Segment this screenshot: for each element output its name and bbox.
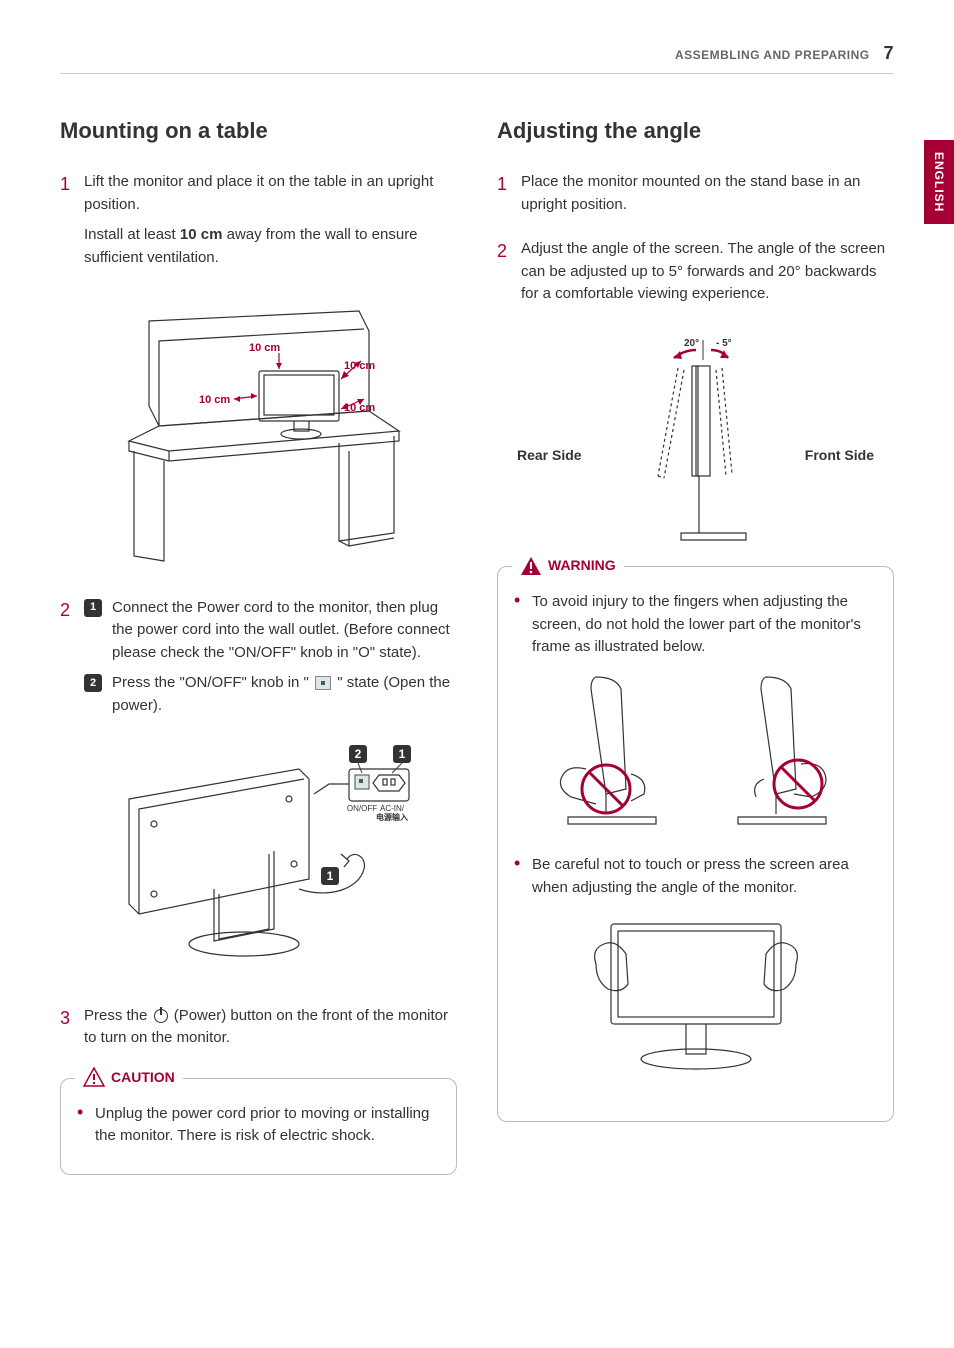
step-text: Lift the monitor and place it on the tab… <box>84 171 457 216</box>
switch-on-icon <box>315 676 331 690</box>
mounting-step-2: 2 1 Connect the Power cord to the monito… <box>60 597 457 726</box>
right-column: Adjusting the angle 1 Place the monitor … <box>497 114 894 1175</box>
substep-text: Press the "ON/OFF" knob in " " state (Op… <box>112 672 457 717</box>
clearance-label: 10 cm <box>249 342 280 354</box>
angle-back-label: 20° <box>684 338 699 349</box>
mounting-title: Mounting on a table <box>60 114 457 147</box>
warning-figure-pinch <box>514 669 877 837</box>
bullet-icon: • <box>514 591 532 659</box>
mounting-step-1: 1 Lift the monitor and place it on the t… <box>60 171 457 277</box>
warning-icon <box>520 556 542 576</box>
left-column: Mounting on a table 1 Lift the monitor a… <box>60 114 457 1175</box>
caution-box: CAUTION • Unplug the power cord prior to… <box>60 1078 457 1175</box>
step-text: Press the (Power) button on the front of… <box>84 1005 457 1050</box>
step-number: 3 <box>60 1005 84 1058</box>
language-tab: ENGLISH <box>924 140 954 224</box>
header-page-number: 7 <box>883 43 894 63</box>
step-number: 2 <box>60 597 84 726</box>
mounting-figure-power: 2 1 1 ON/OFF AC-IN/ 电源输入 <box>60 739 457 987</box>
svg-text:1: 1 <box>398 747 405 761</box>
warning-text-1: To avoid injury to the fingers when adju… <box>532 591 877 659</box>
page-header: ASSEMBLING AND PREPARING 7 <box>60 40 894 74</box>
angle-step-1: 1 Place the monitor mounted on the stand… <box>497 171 894 224</box>
step-text: Adjust the angle of the screen. The angl… <box>521 238 894 306</box>
svg-text:2: 2 <box>354 747 361 761</box>
clearance-label: 10 cm <box>199 394 230 406</box>
step-text: Install at least 10 cm away from the wal… <box>84 224 457 269</box>
svg-text:1: 1 <box>326 869 333 883</box>
step-text: Place the monitor mounted on the stand b… <box>521 171 894 216</box>
substep-badge-2: 2 <box>84 674 102 692</box>
rear-side-label: Rear Side <box>517 445 582 466</box>
front-side-label: Front Side <box>805 445 874 466</box>
warning-figure-screen <box>514 909 877 1087</box>
caution-icon <box>83 1067 105 1087</box>
substep-text: Connect the Power cord to the monitor, t… <box>112 597 457 665</box>
angle-title: Adjusting the angle <box>497 114 894 147</box>
angle-fwd-label: - 5° <box>716 338 732 349</box>
acin-label: AC-IN/ <box>380 804 405 813</box>
caution-title: CAUTION <box>75 1067 183 1088</box>
warning-text-2: Be careful not to touch or press the scr… <box>532 854 877 899</box>
header-section: ASSEMBLING AND PREPARING <box>675 48 870 62</box>
substep-badge-1: 1 <box>84 599 102 617</box>
bullet-icon: • <box>514 854 532 899</box>
acin-label-cn: 电源输入 <box>376 812 408 822</box>
mounting-step-3: 3 Press the (Power) button on the front … <box>60 1005 457 1058</box>
warning-box: WARNING • To avoid injury to the fingers… <box>497 566 894 1122</box>
step-number: 2 <box>497 238 521 314</box>
angle-step-2: 2 Adjust the angle of the screen. The an… <box>497 238 894 314</box>
tilt-figure: 20° - 5° <box>497 328 894 467</box>
caution-text: Unplug the power cord prior to moving or… <box>95 1103 440 1148</box>
power-icon <box>154 1009 168 1023</box>
bullet-icon: • <box>77 1103 95 1148</box>
step-number: 1 <box>497 171 521 224</box>
onoff-label: ON/OFF <box>346 804 376 813</box>
mounting-figure-desk: 10 cm 10 cm 10 cm 10 cm <box>60 291 457 579</box>
warning-title: WARNING <box>512 555 624 576</box>
step-number: 1 <box>60 171 84 277</box>
